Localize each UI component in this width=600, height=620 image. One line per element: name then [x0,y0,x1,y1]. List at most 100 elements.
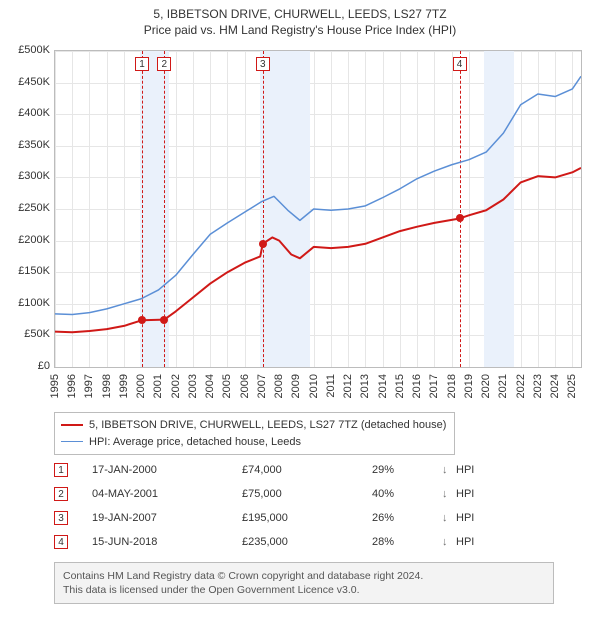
x-tick-label: 2004 [204,374,216,398]
chart: 1234 £0£50K£100K£150K£200K£250K£300K£350… [10,44,590,404]
event-label-box: 4 [453,57,467,71]
x-tick-label: 2019 [463,374,475,398]
gridline-h [55,367,581,368]
legend-swatch [61,441,83,442]
x-tick-label: 2015 [394,374,406,398]
legend-row: 5, IBBETSON DRIVE, CHURWELL, LEEDS, LS27… [61,417,446,434]
gridline-v [452,51,453,367]
y-tick-label: £500K [0,44,50,56]
tx-date: 19-JAN-2007 [92,512,242,524]
footer-line-2: This data is licensed under the Open Gov… [63,583,545,597]
event-label-box: 3 [256,57,270,71]
legend-row: HPI: Average price, detached house, Leed… [61,434,446,451]
gridline-v [193,51,194,367]
x-tick-label: 2000 [135,374,147,398]
x-tick-label: 2010 [308,374,320,398]
tx-index-box: 3 [54,511,68,525]
tx-index-box: 4 [54,535,68,549]
table-row: 204-MAY-2001£75,00040%↓HPI [54,482,554,506]
price-point-marker [259,240,267,248]
gridline-v [434,51,435,367]
x-tick-label: 2017 [428,374,440,398]
event-line [460,51,461,367]
x-tick-label: 1999 [118,374,130,398]
legend: 5, IBBETSON DRIVE, CHURWELL, LEEDS, LS27… [54,412,455,455]
tx-price: £75,000 [242,488,372,500]
y-tick-label: £450K [0,76,50,88]
gridline-v [331,51,332,367]
price-point-marker [160,316,168,324]
y-tick-label: £100K [0,297,50,309]
tx-pct: 40% [372,488,442,500]
tx-pct: 26% [372,512,442,524]
tx-price: £195,000 [242,512,372,524]
event-label-box: 2 [157,57,171,71]
y-tick-label: £200K [0,234,50,246]
legend-label: 5, IBBETSON DRIVE, CHURWELL, LEEDS, LS27… [89,417,446,434]
y-tick-label: £400K [0,107,50,119]
tx-price: £74,000 [242,464,372,476]
x-tick-label: 2025 [566,374,578,398]
x-tick-label: 2016 [411,374,423,398]
plot-area: 12 3 4 [54,50,582,368]
x-tick-label: 2012 [342,374,354,398]
gridline-v [89,51,90,367]
x-tick-label: 2013 [359,374,371,398]
title-line-1: 5, IBBETSON DRIVE, CHURWELL, LEEDS, LS27… [0,6,600,22]
y-tick-label: £250K [0,202,50,214]
shaded-band [260,51,310,367]
x-tick-label: 1995 [49,374,61,398]
gridline-v [227,51,228,367]
tx-date: 17-JAN-2000 [92,464,242,476]
gridline-v [348,51,349,367]
x-tick-label: 2007 [256,374,268,398]
tx-hpi-label: HPI [456,536,496,548]
tx-hpi-label: HPI [456,512,496,524]
down-arrow-icon: ↓ [442,512,456,524]
gridline-v [107,51,108,367]
tx-price: £235,000 [242,536,372,548]
transactions-table: 117-JAN-2000£74,00029%↓HPI204-MAY-2001£7… [54,458,554,554]
x-tick-label: 2011 [325,374,337,398]
price-point-marker [456,214,464,222]
x-tick-label: 2008 [273,374,285,398]
x-tick-label: 2014 [377,374,389,398]
gridline-v [55,51,56,367]
gridline-v [176,51,177,367]
title-block: 5, IBBETSON DRIVE, CHURWELL, LEEDS, LS27… [0,0,600,38]
gridline-v [538,51,539,367]
tx-hpi-label: HPI [456,488,496,500]
y-tick-label: £50K [0,328,50,340]
table-row: 415-JUN-2018£235,00028%↓HPI [54,530,554,554]
x-tick-label: 2003 [187,374,199,398]
tx-hpi-label: HPI [456,464,496,476]
gridline-v [417,51,418,367]
legend-label: HPI: Average price, detached house, Leed… [89,434,301,451]
gridline-v [521,51,522,367]
event-line [263,51,264,367]
x-tick-label: 2005 [221,374,233,398]
table-row: 117-JAN-2000£74,00029%↓HPI [54,458,554,482]
table-row: 3 19-JAN-2007£195,00026%↓HPI [54,506,554,530]
tx-index-box: 1 [54,463,68,477]
y-tick-label: £300K [0,170,50,182]
title-line-2: Price paid vs. HM Land Registry's House … [0,22,600,38]
gridline-v [72,51,73,367]
y-tick-label: £0 [0,360,50,372]
x-tick-label: 1997 [83,374,95,398]
x-tick-label: 2018 [446,374,458,398]
x-tick-label: 2001 [152,374,164,398]
gridline-v [124,51,125,367]
gridline-v [314,51,315,367]
tx-date: 04-MAY-2001 [92,488,242,500]
y-tick-label: £350K [0,139,50,151]
x-tick-label: 2002 [170,374,182,398]
gridline-v [400,51,401,367]
footer-line-1: Contains HM Land Registry data © Crown c… [63,569,545,583]
event-label-box: 1 [135,57,149,71]
x-tick-label: 2024 [549,374,561,398]
attribution-footer: Contains HM Land Registry data © Crown c… [54,562,554,604]
down-arrow-icon: ↓ [442,536,456,548]
gridline-v [469,51,470,367]
x-tick-label: 2021 [497,374,509,398]
